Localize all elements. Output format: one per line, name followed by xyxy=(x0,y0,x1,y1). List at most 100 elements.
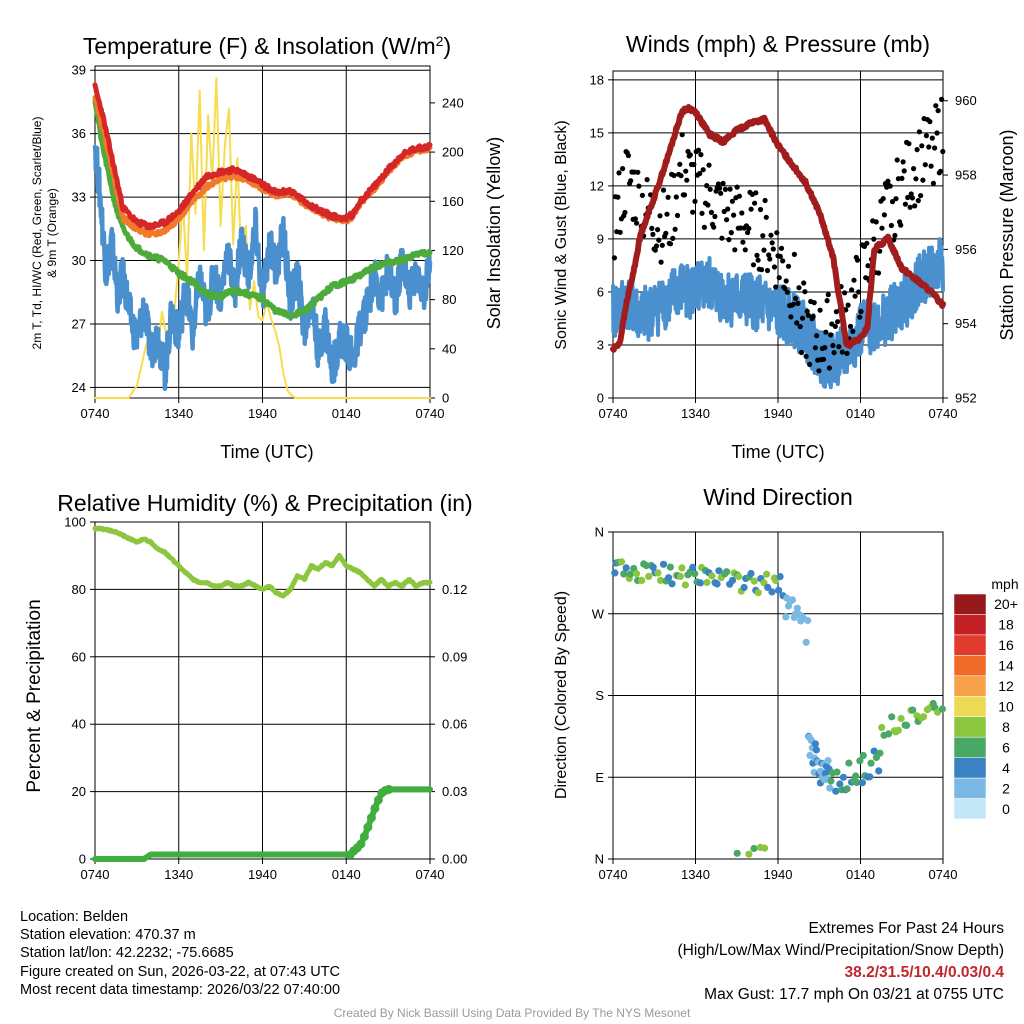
gust-point xyxy=(844,350,850,356)
station-location: Location: Belden xyxy=(20,909,129,925)
gust-point xyxy=(617,229,623,235)
temp-ytick-label: 33 xyxy=(72,190,86,205)
gust-point xyxy=(745,229,751,236)
winddir-point xyxy=(735,572,743,581)
gust-point xyxy=(871,236,877,242)
wind-y2tick-label: 952 xyxy=(955,391,977,406)
temp-y2tick-label: 160 xyxy=(442,194,464,209)
gust-point xyxy=(934,130,940,136)
rh-y2tick-label: 0.09 xyxy=(442,649,467,664)
winddir-point xyxy=(668,580,676,588)
gust-point xyxy=(893,196,899,202)
wind-xtick-label: 1940 xyxy=(764,406,793,421)
rh-ytick-label: 100 xyxy=(64,515,86,530)
gust-point xyxy=(784,289,791,295)
colorbar-label: 10 xyxy=(998,699,1014,715)
gust-point xyxy=(863,275,869,281)
gust-point xyxy=(766,252,772,258)
gust-point xyxy=(847,323,854,329)
gust-point xyxy=(873,219,879,225)
winddir-point xyxy=(745,850,753,858)
colorbar-swatch xyxy=(953,634,987,656)
wind-y2tick-label: 956 xyxy=(955,242,977,257)
winddir-point xyxy=(824,757,832,765)
gust-point xyxy=(923,133,930,139)
gust-point xyxy=(761,247,767,253)
wind-ytick-label: 18 xyxy=(590,72,604,87)
gust-point xyxy=(711,224,717,230)
winddir-ytick-label: W xyxy=(592,606,605,621)
gust-point xyxy=(769,240,775,246)
rh-ytick-label: 40 xyxy=(72,717,86,732)
extremes-subtitle: (High/Low/Max Wind/Precipitation/Snow De… xyxy=(677,942,1005,959)
gust-point xyxy=(850,328,856,334)
gust-point xyxy=(762,197,768,204)
winddir-point xyxy=(909,706,917,714)
colorbar-label: 8 xyxy=(1002,719,1010,735)
gust-point xyxy=(791,251,798,257)
winddir-xtick-label: 1340 xyxy=(681,867,710,882)
gust-point xyxy=(715,181,722,187)
gust-point xyxy=(695,147,702,153)
temp-y2tick-label: 80 xyxy=(442,292,456,307)
winddir-point xyxy=(894,726,902,734)
gust-point xyxy=(635,169,641,175)
wind-ytick-label: 0 xyxy=(597,391,604,406)
gust-point xyxy=(835,319,841,325)
winddir-point xyxy=(826,784,834,792)
gust-point xyxy=(750,262,757,268)
winddir-point xyxy=(764,583,772,592)
gust-point xyxy=(725,206,731,212)
gust-point xyxy=(928,163,934,169)
rh-line xyxy=(92,525,433,599)
figure-created: Figure created on Sun, 2026-03-22, at 07… xyxy=(20,963,340,980)
gust-point xyxy=(740,239,746,245)
winddir-point xyxy=(812,746,821,754)
winddir-point xyxy=(622,564,630,572)
gust-point xyxy=(620,166,626,172)
gust-point xyxy=(889,199,896,205)
colorbar-label: 16 xyxy=(998,637,1014,653)
gust-point xyxy=(899,175,905,181)
rh-ytick-label: 80 xyxy=(72,582,86,597)
winddir-point xyxy=(696,579,705,587)
gust-point xyxy=(929,135,935,141)
gust-point xyxy=(783,278,789,284)
winddir-ytick-label: N xyxy=(595,852,604,867)
gust-point xyxy=(812,345,819,351)
gust-point xyxy=(839,349,845,355)
gust-point xyxy=(655,227,661,233)
winddir-point xyxy=(715,567,723,575)
winddir-point xyxy=(775,586,783,594)
pressure-line xyxy=(610,104,946,353)
gust-point xyxy=(706,162,712,168)
gust-point xyxy=(671,172,677,179)
winddir-point xyxy=(919,713,928,721)
colorbar-swatch xyxy=(953,655,987,677)
winddir-ylabel: Direction (Colored By Speed) xyxy=(553,591,570,799)
colorbar-label: 4 xyxy=(1002,760,1010,776)
gust-point xyxy=(932,145,938,151)
wind-ytick-label: 9 xyxy=(597,231,604,246)
winddir-point xyxy=(884,730,893,738)
winddir-point xyxy=(903,721,911,730)
gust-point xyxy=(660,187,667,193)
gust-point xyxy=(759,267,765,273)
gust-point xyxy=(742,247,748,253)
winddir-point xyxy=(703,578,711,587)
rh-xtick-label: 1940 xyxy=(248,867,277,882)
gust-point xyxy=(732,247,738,253)
colorbar-swatch xyxy=(953,614,987,636)
gust-point xyxy=(817,307,823,313)
gust-point xyxy=(615,194,621,200)
colorbar-swatch xyxy=(953,777,987,799)
gust-point xyxy=(692,198,698,204)
gust-point xyxy=(811,300,817,306)
gust-point xyxy=(885,178,891,184)
gust-point xyxy=(659,242,665,248)
temp-ytick-label: 27 xyxy=(72,316,86,331)
temp-y2tick-label: 0 xyxy=(442,391,449,406)
temp-title-sup: 2 xyxy=(436,33,444,49)
gust-point xyxy=(729,198,736,204)
winddir-point xyxy=(875,767,883,775)
